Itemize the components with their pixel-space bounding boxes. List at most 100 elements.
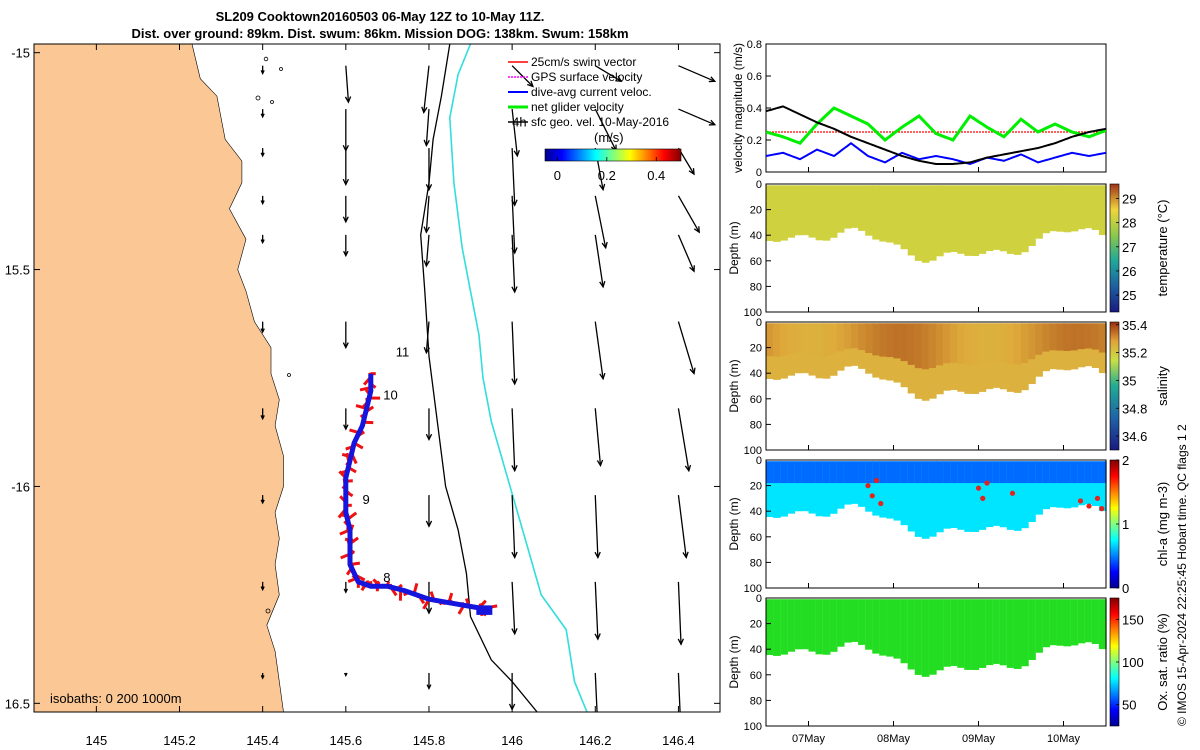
section-cast-upper bbox=[950, 323, 958, 363]
section-colorbar-tick-label: 2 bbox=[1122, 453, 1129, 468]
section-cast bbox=[1056, 461, 1065, 508]
time-tick-label: 09May bbox=[962, 733, 996, 745]
current-arrowhead bbox=[527, 80, 534, 88]
section-colorbar-tick-label: 35 bbox=[1122, 373, 1136, 388]
map-ytick-label: 16.5 bbox=[5, 696, 30, 711]
current-arrowhead bbox=[425, 433, 433, 442]
time-tick-label: 07May bbox=[792, 733, 826, 745]
current-arrowhead bbox=[425, 520, 433, 528]
section-colorbar-tick-label: 0 bbox=[1122, 581, 1129, 596]
section-cast-surface bbox=[900, 461, 909, 484]
section-cast-fill bbox=[971, 599, 980, 670]
section-cast-fill bbox=[1035, 599, 1043, 653]
section-cast-fill bbox=[851, 599, 859, 642]
section-ytick-label: 0 bbox=[756, 317, 762, 329]
section-cast-surface bbox=[1035, 461, 1043, 484]
section-cast bbox=[879, 185, 887, 242]
time-tick-label: 10May bbox=[1047, 733, 1081, 745]
chl-hotspot bbox=[1077, 498, 1084, 504]
section-colorbar-tick-label: 35.4 bbox=[1122, 318, 1147, 333]
section-cast bbox=[921, 185, 930, 263]
section-cast-fill bbox=[1091, 599, 1100, 644]
section-cast-fill bbox=[921, 599, 930, 677]
section-cast bbox=[978, 185, 987, 254]
section-cast-upper bbox=[822, 323, 831, 356]
section-cast bbox=[1021, 185, 1029, 253]
map-xtick-label: 146.4 bbox=[662, 733, 695, 748]
current-arrowhead bbox=[343, 588, 349, 594]
section-colorbar-tick-label: 34.6 bbox=[1122, 429, 1147, 444]
current-arrowhead bbox=[689, 265, 695, 273]
velocity-y-ticks: 0 0.2 0.4 0.6 0.8 bbox=[747, 39, 771, 179]
section-cast bbox=[1042, 461, 1050, 510]
legend-label-dive: dive-avg current veloc. bbox=[531, 85, 652, 99]
section-cast bbox=[829, 461, 838, 514]
section-axes-box bbox=[765, 183, 1107, 313]
current-arrow bbox=[677, 408, 690, 471]
section-ylabel: Depth (m) bbox=[727, 359, 741, 412]
current-arrow bbox=[511, 108, 518, 156]
section-cast bbox=[936, 461, 944, 533]
section-cast-fill bbox=[780, 599, 788, 655]
section-cast-surface bbox=[921, 461, 930, 484]
section-panel-temperature: 0 20 40 60 80 100 Depth (m) 29 28 27 26 25 temperatu… bbox=[727, 179, 1170, 319]
section-cast-fill bbox=[815, 599, 824, 655]
current-arrowhead bbox=[682, 551, 689, 559]
colorbar-title: (m/s) bbox=[594, 130, 624, 145]
section-cast-fill bbox=[1006, 599, 1015, 668]
section-cast bbox=[865, 185, 873, 236]
section-cast-upper bbox=[851, 323, 859, 349]
colorbar-tick-label: 0.2 bbox=[598, 168, 616, 183]
section-cast-surface bbox=[950, 461, 958, 484]
section-cast bbox=[1035, 461, 1043, 515]
section-cast bbox=[999, 461, 1008, 528]
section-ylabel: Depth (m) bbox=[727, 497, 741, 550]
track-end-marker bbox=[476, 605, 493, 615]
velocity-ytick-label: 0.6 bbox=[747, 71, 762, 83]
section-cast bbox=[1098, 461, 1107, 512]
current-arrow bbox=[594, 408, 602, 466]
section-colorbar-tick-label: 29 bbox=[1122, 191, 1136, 206]
day-label: 9 bbox=[362, 492, 369, 507]
section-cast-upper bbox=[773, 323, 781, 357]
current-arrowhead bbox=[344, 672, 348, 678]
section-ytick-label: 20 bbox=[750, 343, 762, 355]
section-ytick-label: 80 bbox=[750, 695, 762, 707]
day-label: 8 bbox=[383, 570, 390, 585]
current-arrow bbox=[511, 195, 516, 254]
section-cast bbox=[1063, 461, 1072, 509]
legend-label-geo: sfc geo. vel. 10-May-2016 bbox=[531, 115, 669, 129]
section-ytick-label: 80 bbox=[750, 281, 762, 293]
section-cast-fill bbox=[943, 599, 951, 667]
section-cast bbox=[843, 185, 852, 229]
section-cast bbox=[1049, 185, 1057, 232]
section-ytick-label: 80 bbox=[750, 419, 762, 431]
section-cast bbox=[1013, 185, 1022, 255]
current-arrow bbox=[423, 65, 430, 113]
section-cast-upper bbox=[787, 323, 795, 355]
section-cast-fill bbox=[1070, 599, 1079, 646]
section-cast bbox=[822, 185, 831, 241]
current-arrowhead bbox=[708, 76, 717, 83]
section-cast bbox=[886, 185, 895, 243]
section-cast-upper bbox=[1091, 323, 1100, 350]
current-arrowhead bbox=[511, 286, 518, 294]
current-arrowhead bbox=[599, 280, 606, 289]
time-tick-label: 08May bbox=[877, 733, 911, 745]
credit-text: © IMOS 15-Apr-2024 22:25:45 Hobart time.… bbox=[1175, 424, 1189, 726]
section-cast-upper bbox=[1084, 323, 1093, 349]
current-arrowhead bbox=[688, 168, 695, 176]
section-cast bbox=[985, 185, 994, 252]
reef-islet bbox=[263, 56, 269, 62]
section-cast bbox=[936, 185, 944, 257]
section-cast-surface bbox=[1091, 461, 1100, 484]
section-cast bbox=[872, 185, 880, 240]
section-ytick-label: 40 bbox=[750, 644, 762, 656]
map-xtick-label: 146.2 bbox=[579, 733, 612, 748]
section-cast bbox=[886, 461, 895, 519]
current-arrow bbox=[594, 672, 598, 712]
title-line-2: Dist. over ground: 89km. Dist. swum: 86k… bbox=[131, 26, 629, 41]
section-cast-upper bbox=[999, 323, 1008, 363]
section-cast bbox=[914, 461, 923, 537]
